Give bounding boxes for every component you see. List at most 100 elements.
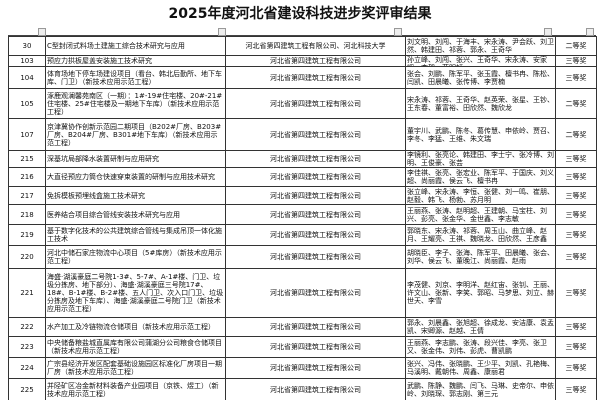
participants: 郭晓东、宋永涛、祁蓉、周玉山、曲立峰、赵月、王耀亮、王祺、魏晓龙、田欣然、王彦鑫 bbox=[407, 227, 547, 243]
table-cell: 220 bbox=[8, 245, 46, 269]
filter-button[interactable] bbox=[586, 28, 594, 36]
filter-button[interactable] bbox=[38, 28, 46, 36]
table-cell: 三等奖 bbox=[555, 268, 597, 318]
table-cell: 河北中储石家庄物流中心项目（5#库房）（新技术应用示范工程） bbox=[45, 245, 226, 269]
award-level: 三等奖 bbox=[565, 231, 587, 239]
table-cell: 215 bbox=[8, 150, 46, 168]
table-cell: 张会、刘鹏、陈军平、张玉霞、檀书冉、陈松、闫凯、田晨曦、张传博、李贾楠 bbox=[405, 66, 556, 89]
row-number: 215 bbox=[20, 155, 34, 163]
table-cell: 225 bbox=[8, 378, 46, 400]
row-number: 103 bbox=[20, 57, 34, 65]
award-level: 三等奖 bbox=[565, 57, 587, 65]
table-cell: 三等奖 bbox=[555, 336, 597, 358]
table-row: 220 河北中储石家庄物流中心项目（5#库房）（新技术应用示范工程） 河北省第四建筑… bbox=[8, 245, 597, 269]
award-level: 三等奖 bbox=[565, 364, 587, 372]
company: 河北省第四建筑工程有限公司 bbox=[270, 364, 361, 372]
table-cell: 107 bbox=[8, 118, 46, 151]
table-cell: 广宗县经济开发区配套基础设施园区标准化厂房项目一期厂房（新技术应用示范工程） bbox=[45, 357, 226, 379]
table-row: 223 中央储备粮盐城直属库有限公司蒲湖分公司粮食仓储项目（新技术应用示范工程） 河… bbox=[8, 336, 597, 358]
participants: 宋永涛、祁蓉、王奇华、赵英荣、张星、王钞、王东春、董富裕、田欣然、魏欣龙 bbox=[407, 95, 554, 112]
table-cell: 二等奖 bbox=[555, 118, 597, 151]
table-cell: 体育场地下停车场建设项目（看台、韩北后勤所、地下车库、门卫）（新技术应用示范工程… bbox=[45, 66, 226, 89]
participants: 刘文明、刘闯、于海丰、宋永涛、尹会跃、刘卫然、韩建田、祁蓉、郭永、王奇华 bbox=[407, 38, 554, 54]
table-cell: 二等奖 bbox=[555, 88, 597, 119]
table-row: 219 基于数字化技术的公共建筑综合管线与集成吊顶一体化施工技术 河北省第四建筑工程… bbox=[8, 224, 597, 246]
table-cell: 李镜利、张亮论、韩建田、李士宁、张冷博、刘明、王俊豪、张芸 bbox=[405, 150, 556, 168]
table-cell: 郭永、刘晨鑫、张旭超、徐成龙、安洁康、袁孟凯、宋卿源、赵越、王倩 bbox=[405, 317, 556, 337]
table-cell: 三等奖 bbox=[555, 66, 597, 89]
table-cell: 并陉矿区冶金新材料装备产业园项目（京铁、煜工）（新技术应用示范工程） bbox=[45, 378, 226, 400]
award-level: 三等奖 bbox=[565, 173, 587, 181]
filter-button[interactable] bbox=[544, 28, 552, 36]
table-cell: 董宇川、武鹏、陈冬、葛传慧、申依岭、贾召、李冬、李猛、王维、朱文瑞 bbox=[405, 118, 556, 151]
table-cell: 海盛·湖溪豪庭二号院1-3#、5-7#、A-1#楼、门卫、垃圾分拣房、地下部分）… bbox=[45, 268, 226, 318]
table-cell: 河北省第四建筑工程有限公司 bbox=[225, 150, 406, 168]
company: 河北省第四建筑工程有限公司 bbox=[270, 253, 361, 261]
participants: 武鹏、陈静、魏鹏、闫飞、马琳、史帝尔、申依岭、刘晓琛、郭志刚、第三元 bbox=[407, 381, 554, 398]
table-cell: 223 bbox=[8, 336, 46, 358]
table-cell: 李茂健、刘京、李明洋、赵红宙、张钊、王丽、许文山、张新、李笑、郭昭、马梦思、刘立… bbox=[405, 268, 556, 318]
filter-button[interactable] bbox=[218, 28, 226, 36]
row-number: 216 bbox=[20, 173, 34, 181]
table-cell: 216 bbox=[8, 167, 46, 187]
award-level: 二等奖 bbox=[565, 99, 587, 108]
project-name: 河北中储石家庄物流中心项目（5#库房）（新技术应用示范工程） bbox=[47, 249, 222, 265]
table-row: 216 大直径预应力筒仓快速穿束装置的研制与应用技术研究 河北省第四建筑工程有限公司… bbox=[8, 167, 597, 187]
row-number: 107 bbox=[20, 130, 34, 139]
row-number: 223 bbox=[20, 343, 34, 351]
table-cell: 三等奖 bbox=[555, 357, 597, 379]
table-cell: 水产加工及冷链物流仓储项目（新技术应用示范工程） bbox=[45, 317, 226, 337]
project-name: 深基坑局部降水装置研制与应用研究 bbox=[47, 155, 159, 163]
participants: 李佳祺、张亮、张宏业、陈军平、于国庆、刘义超、尚丽霞、侯云飞、檀书冉 bbox=[407, 169, 554, 185]
results-table: 30 C型封闭式料场土建施工综合技术研究与应用 河北省第四建筑工程有限公司、河北科技… bbox=[8, 36, 597, 400]
table-cell: 三等奖 bbox=[555, 204, 597, 225]
table-row: 225 并陉矿区冶金新材料装备产业园项目（京铁、煜工）（新技术应用示范工程） 河北省… bbox=[8, 378, 597, 400]
participants: 孙立峰、刘闯、张兴、王奇华、宋永涛、安家辉、李贺、范明轩 bbox=[407, 56, 547, 66]
table-cell: 三等奖 bbox=[555, 317, 597, 337]
participants: 张兴、冯伟、张晓鹏、王少平、刘凯、孔艳梅、马溪明、戴朝伟、周鑫、康丽君 bbox=[407, 360, 554, 376]
company: 河北省第四建筑工程有限公司 bbox=[270, 155, 361, 163]
table-cell: 224 bbox=[8, 357, 46, 379]
project-name: 中央储备粮盐城直属库有限公司蒲湖分公司粮食仓储项目（新技术应用示范工程） bbox=[47, 339, 222, 355]
filter-button[interactable] bbox=[394, 28, 402, 36]
row-number: 224 bbox=[20, 364, 34, 372]
table-cell: 河北省第四建筑工程有限公司 bbox=[225, 224, 406, 246]
table-row: 215 深基坑局部降水装置研制与应用研究 河北省第四建筑工程有限公司 李镜利、张亮论、… bbox=[8, 150, 597, 168]
table-cell: 河北省第四建筑工程有限公司、河北科技大学 bbox=[225, 36, 406, 56]
participants: 郭永、刘晨鑫、张旭超、徐成龙、安洁康、袁孟凯、宋卿源、赵越、王倩 bbox=[407, 319, 554, 335]
project-name: 并陉矿区冶金新材料装备产业园项目（京铁、煜工）（新技术应用示范工程） bbox=[47, 381, 219, 398]
table-cell: 30 bbox=[8, 36, 46, 56]
table-cell: 张兴、冯伟、张晓鹏、王少平、刘凯、孔艳梅、马溪明、戴朝伟、周鑫、康丽君 bbox=[405, 357, 556, 379]
project-name: 基于数字化技术的公共建筑综合管线与集成吊顶一体化施工技术 bbox=[47, 227, 222, 243]
table-cell: 221 bbox=[8, 268, 46, 318]
table-cell: 河北省第四建筑工程有限公司 bbox=[225, 88, 406, 119]
company: 河北省第四建筑工程有限公司 bbox=[270, 99, 361, 108]
project-name: 水产加工及冷链物流仓储项目（新技术应用示范工程） bbox=[47, 323, 215, 331]
table-cell: 河北省第四建筑工程有限公司 bbox=[225, 378, 406, 400]
row-number: 220 bbox=[20, 253, 34, 261]
award-level: 三等奖 bbox=[565, 191, 587, 200]
table-cell: 三等奖 bbox=[555, 167, 597, 187]
table-cell: 刘文明、刘闯、于海丰、宋永涛、尹会跃、刘卫然、韩建田、祁蓉、郭永、王奇华 bbox=[405, 36, 556, 56]
table-cell: 105 bbox=[8, 88, 46, 119]
row-number: 218 bbox=[20, 210, 34, 219]
table-row: 221 海盛·湖溪豪庭二号院1-3#、5-7#、A-1#楼、门卫、垃圾分拣房、地下… bbox=[8, 268, 597, 318]
table-cell: 218 bbox=[8, 204, 46, 225]
participants: 张立峰、宋永涛、李恒、张健、刘一鸣、崔朋、赵毅、韩飞、杨勃、苏月明 bbox=[407, 187, 554, 204]
table-cell: 217 bbox=[8, 186, 46, 205]
participants: 李镜利、张亮论、韩建田、李士宁、张冷博、刘明、王俊豪、张芸 bbox=[407, 151, 554, 167]
table-row: 217 免拆模板预埋线盒施工技术研究 河北省第四建筑工程有限公司 张立峰、宋永涛、李恒… bbox=[8, 186, 597, 205]
table-row: 105 涿鹿观澜馨苑南区（一期）：1#-19#住宅楼、20#-21#住宅楼、25#… bbox=[8, 88, 597, 119]
table-cell: 郭晓东、宋永涛、祁蓉、周玉山、曲立峰、赵月、王耀亮、王祺、魏晓龙、田欣然、王彦鑫 bbox=[405, 224, 556, 246]
table-cell: 222 bbox=[8, 317, 46, 337]
company: 河北省第四建筑工程有限公司 bbox=[270, 289, 361, 297]
company: 河北省第四建筑工程有限公司、河北科技大学 bbox=[245, 42, 386, 50]
table-cell: 胡晓臣、李子、张海、陈军平、田晨曦、张会、刘华、侯云飞、董晚江、尚丽霞、赵雨 bbox=[405, 245, 556, 269]
table-cell: 104 bbox=[8, 66, 46, 89]
project-name: 大直径预应力筒仓快速穿束装置的研制与应用技术研究 bbox=[47, 173, 215, 181]
project-name: 预应力拱板屋盖安装施工技术研究 bbox=[47, 57, 152, 65]
table-cell: 京津冀协作创新示范园二期项目（B202#厂房、B203#厂房、B204#厂房、B… bbox=[45, 118, 226, 151]
project-name: C型封闭式料场土建施工综合技术研究与应用 bbox=[47, 42, 185, 50]
table-row: 224 广宗县经济开发区配套基础设施园区标准化厂房项目一期厂房（新技术应用示范工程… bbox=[8, 357, 597, 379]
